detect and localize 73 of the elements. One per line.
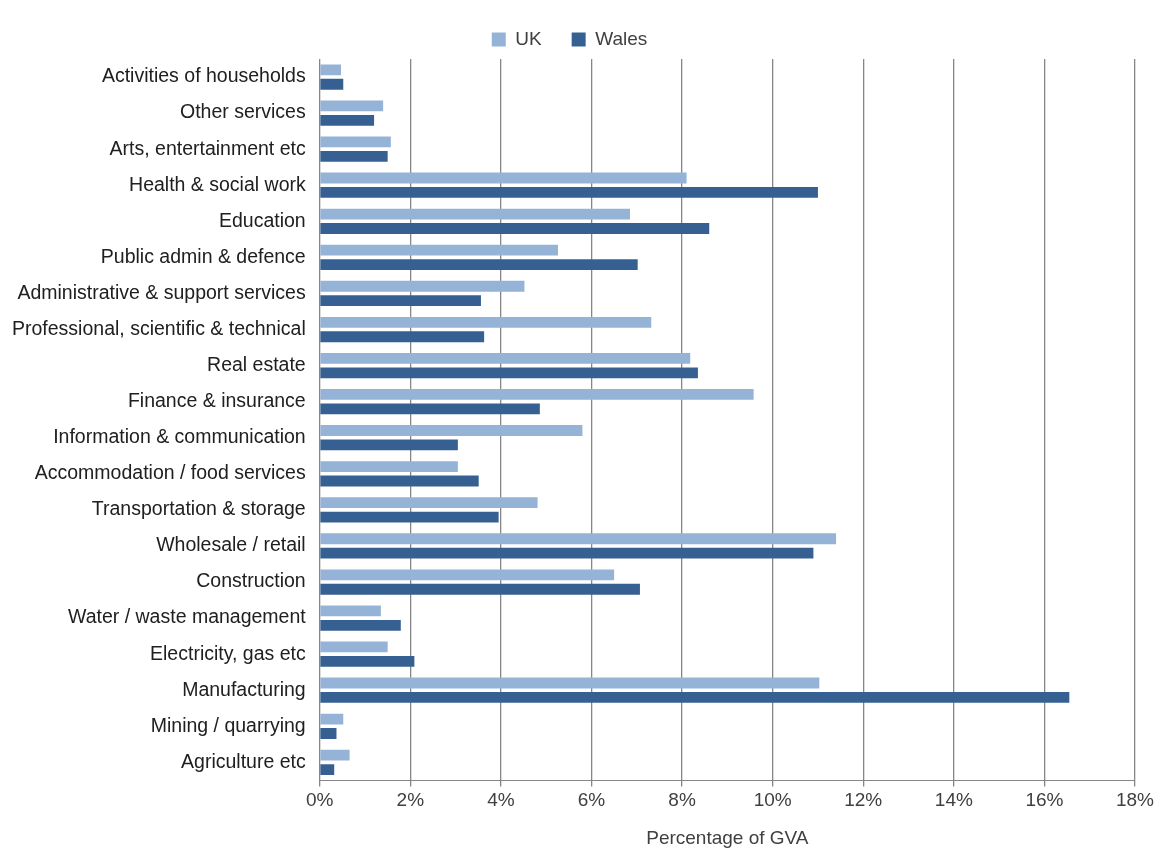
bar [320, 114, 375, 126]
bar [320, 208, 630, 220]
y-tick-label: Activities of households [101, 64, 306, 87]
y-tick-label: Other services [180, 100, 306, 123]
bar [320, 533, 837, 545]
bar [320, 100, 384, 112]
x-axis-title: Percentage of GVA [646, 826, 809, 848]
bar [320, 641, 388, 653]
y-tick-label: Water / waste management [68, 605, 307, 628]
bar [320, 605, 381, 617]
bar [320, 150, 388, 162]
y-tick-label: Wholesale / retail [156, 533, 306, 556]
y-tick-label: Construction [196, 569, 306, 592]
bar [320, 280, 525, 292]
x-tick-label: 4% [487, 789, 515, 811]
bar [320, 389, 754, 400]
y-tick-label: Agriculture etc [181, 749, 306, 772]
legend-label: Wales [595, 27, 648, 49]
x-tick-label: 10% [753, 789, 792, 811]
y-tick-label: Real estate [207, 352, 306, 375]
y-tick-label: Finance & insurance [127, 389, 306, 412]
bar [320, 569, 615, 581]
x-tick-label: 6% [577, 789, 606, 811]
x-tick-label: 12% [844, 789, 883, 811]
bar [320, 172, 687, 184]
bar [320, 583, 640, 595]
y-tick-label: Professional, scientific & technical [12, 316, 306, 339]
bar [320, 223, 710, 234]
bar [320, 187, 818, 198]
y-tick-label: Information & communication [53, 425, 306, 448]
bar [320, 619, 401, 631]
x-tick-label: 2% [396, 789, 425, 811]
y-tick-label: Manufacturing [182, 677, 306, 700]
bar [320, 749, 350, 761]
x-tick-label: 8% [668, 789, 696, 811]
bar [320, 403, 540, 415]
bar [320, 677, 820, 689]
bar [320, 497, 538, 509]
y-tick-label: Mining / quarrying [150, 713, 306, 736]
bar [320, 244, 558, 256]
bar [320, 511, 499, 523]
x-tick-label: 14% [934, 789, 973, 811]
bar [320, 439, 458, 451]
bar [320, 316, 652, 328]
bar [320, 295, 481, 307]
bar [320, 367, 698, 379]
bar [320, 331, 485, 343]
x-tick-label: 0% [305, 789, 334, 811]
bar [320, 259, 638, 271]
bar [320, 728, 337, 739]
bar [320, 78, 344, 90]
bar [320, 64, 342, 76]
y-tick-label: Accommodation / food services [34, 461, 306, 484]
y-tick-label: Electricity, gas etc [150, 641, 306, 664]
y-tick-label: Public admin & defence [100, 244, 306, 267]
bar [320, 425, 583, 436]
bar [320, 475, 479, 487]
y-tick-label: Transportation & storage [91, 497, 306, 520]
bar [320, 764, 335, 775]
y-tick-label: Administrative & support services [17, 280, 306, 303]
x-tick-label: 16% [1025, 789, 1064, 811]
y-tick-label: Arts, entertainment etc [109, 136, 306, 159]
bar [320, 547, 814, 559]
y-tick-label: Education [218, 208, 306, 231]
bar [320, 655, 415, 667]
bar [320, 352, 691, 364]
bar [320, 461, 458, 472]
y-tick-label: Health & social work [129, 172, 306, 195]
legend-label: UK [515, 27, 542, 49]
bar [320, 692, 1070, 703]
bar [320, 136, 391, 148]
bar [320, 713, 344, 725]
x-tick-label: 18% [1115, 789, 1155, 811]
